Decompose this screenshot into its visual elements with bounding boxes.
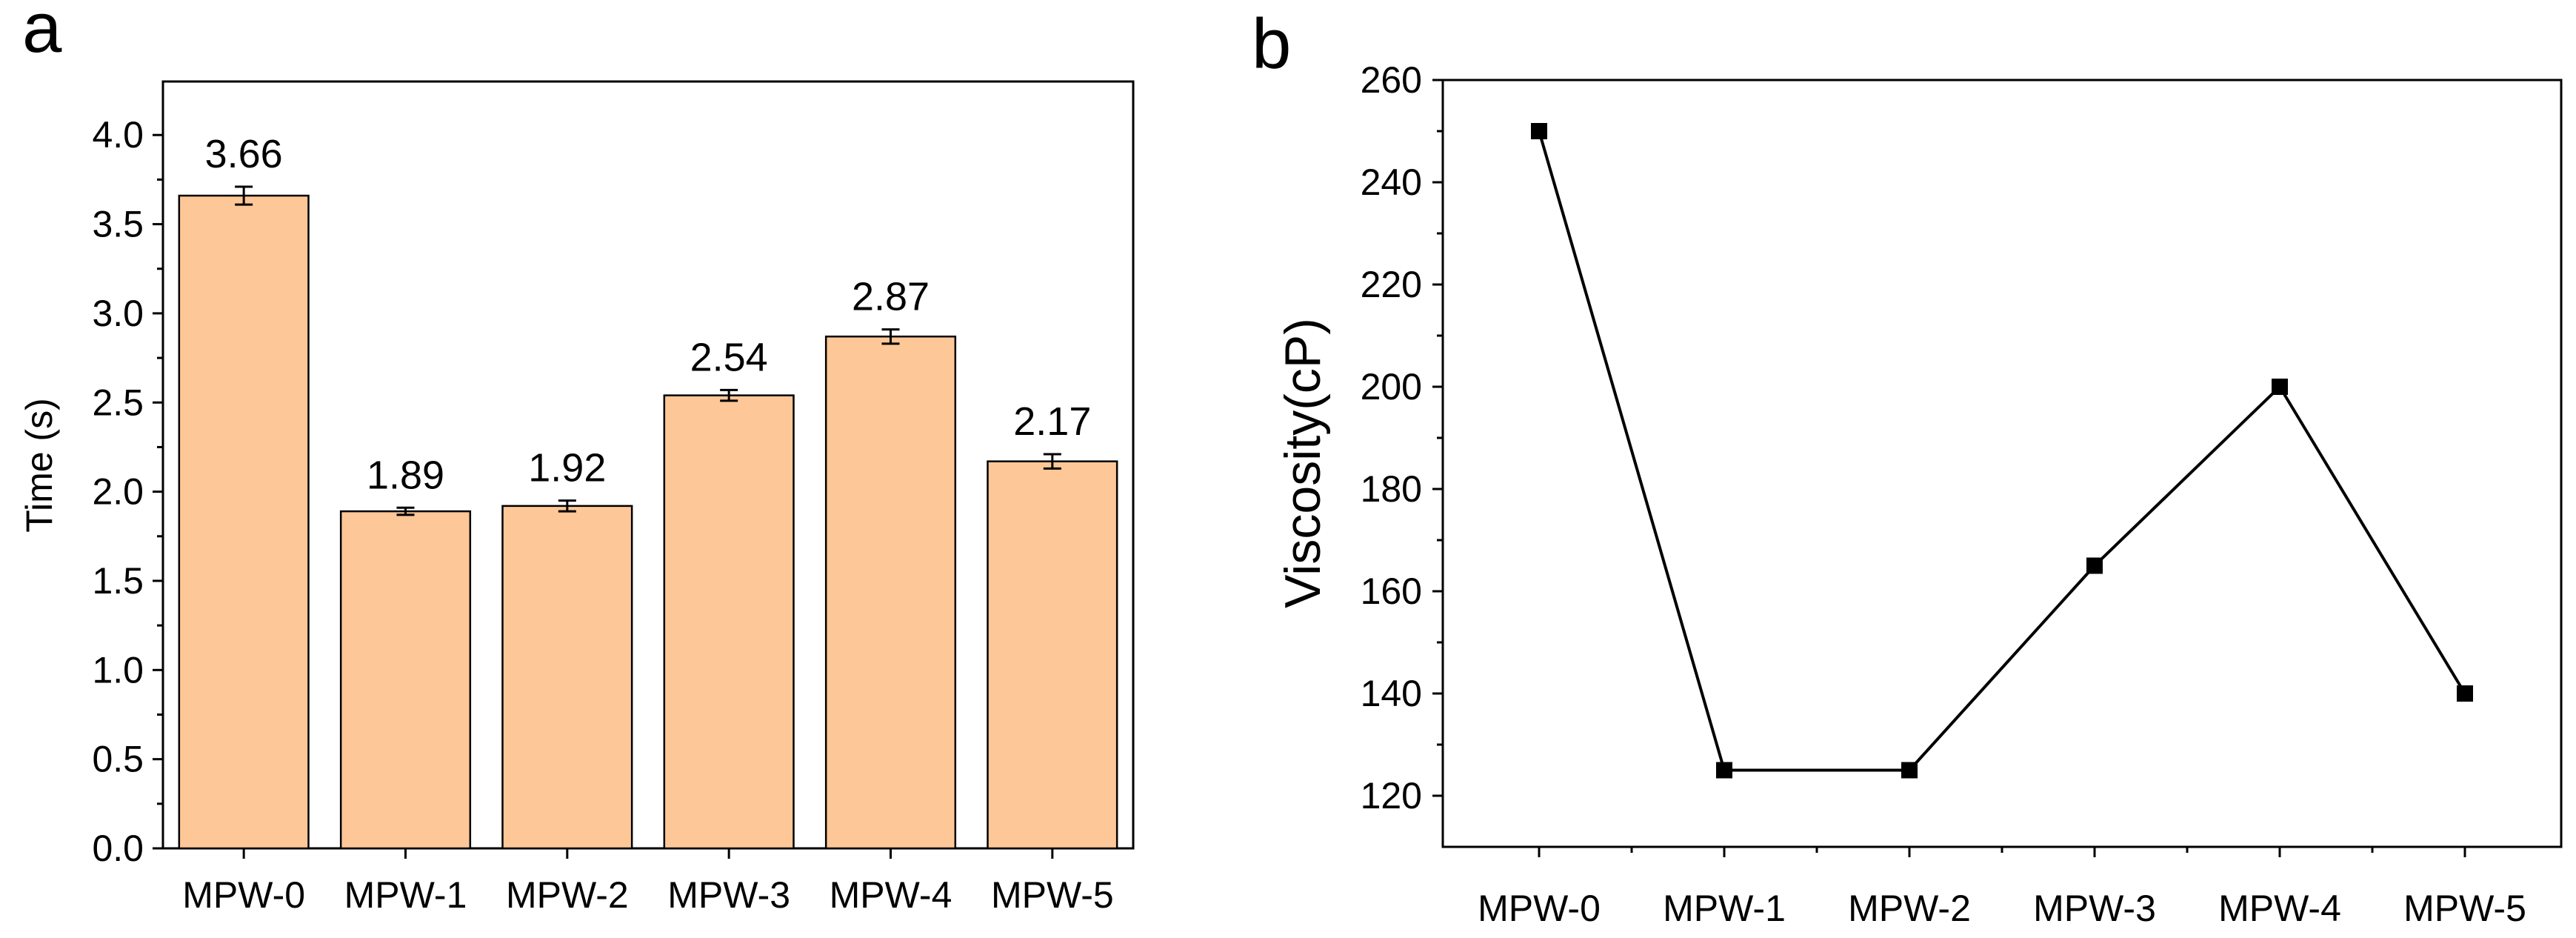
a-ytick-label: 2.0 [92,471,144,513]
data-point-marker [1531,123,1547,139]
bar [339,510,472,850]
a-xtick-label: MPW-2 [506,874,629,916]
panel-b-label: b [1252,4,1291,84]
b-ytick-label: 160 [1361,571,1422,612]
b-ytick-label: 240 [1361,162,1422,203]
data-point-marker [2272,379,2288,395]
b-ytick-label: 200 [1361,366,1422,408]
a-ytick-label: 4.0 [92,114,144,156]
b-ytick-label: 260 [1361,59,1422,101]
panel-a-bar-chart: a 3.66 1.89 1.92 2.54 2.87 2.17 0.0 0.5 1.0 1.5 2… [19,0,1135,916]
b-ytick-label: 120 [1361,775,1422,816]
bar [501,505,633,850]
a-xtick-label: MPW-4 [830,874,952,916]
panel-b-y-axis-title: Viscosity(cP) [1275,318,1331,608]
panel-b-plot-frame [1441,79,2563,848]
bar [663,394,795,850]
b-ytick-label: 140 [1361,673,1422,714]
b-xtick-label: MPW-1 [1663,888,1786,929]
panel-b-markers [1531,123,2473,779]
b-xtick-label: MPW-4 [2218,888,2341,929]
bar-data-label: 2.54 [690,335,768,379]
a-ytick-label: 3.5 [92,204,144,245]
b-xtick-label: MPW-2 [1848,888,1971,929]
bar-data-label: 2.17 [1013,399,1091,444]
bar-data-label: 1.89 [367,453,444,497]
bar-data-label: 2.87 [852,275,930,319]
panel-a-label: a [22,0,62,67]
a-ytick-label: 0.0 [92,828,144,869]
data-point-marker [2086,557,2103,574]
a-xtick-label: MPW-1 [344,874,467,916]
data-point-marker [2457,685,2473,702]
a-xtick-label: MPW-5 [991,874,1114,916]
a-ytick-label: 3.0 [92,293,144,334]
panel-a-x-axis: MPW-0 MPW-1 MPW-2 MPW-3 MPW-4 MPW-5 [182,848,1114,916]
panel-a-y-axis: 0.0 0.5 1.0 1.5 2.0 2.5 3.0 3.5 4.0 [92,114,163,869]
data-point-marker [1901,762,1918,779]
panel-b-series-line [1538,130,2466,772]
b-ytick-label: 220 [1361,264,1422,305]
bar [824,335,957,850]
b-ytick-label: 180 [1361,468,1422,510]
bar-data-label: 3.66 [205,132,283,176]
a-xtick-label: MPW-3 [667,874,790,916]
a-xtick-label: MPW-0 [182,874,305,916]
a-ytick-label: 1.5 [92,560,144,602]
a-ytick-label: 2.5 [92,382,144,423]
panel-a-plot-frame [161,80,1135,850]
data-point-marker [1716,762,1732,779]
panel-b-x-axis: MPW-0 MPW-1 MPW-2 MPW-3 MPW-4 MPW-5 [1478,847,2526,929]
a-ytick-label: 1.0 [92,649,144,691]
a-ytick-label: 0.5 [92,739,144,780]
b-xtick-label: MPW-5 [2403,888,2526,929]
bar-data-label: 1.92 [528,446,606,490]
panel-a-data-labels: 3.66 1.89 1.92 2.54 2.87 2.17 [205,132,1092,497]
b-xtick-label: MPW-0 [1478,888,1601,929]
bar [178,194,310,850]
panel-a-bars [178,194,1118,850]
bar [987,460,1118,850]
panel-a-error-bars [235,185,1061,516]
panel-b-y-axis: 120 140 160 180 200 220 240 260 [1361,59,1443,816]
panel-a-y-axis-title: Time (s) [19,398,60,532]
b-xtick-label: MPW-3 [2033,888,2156,929]
series-line [1538,130,2466,772]
